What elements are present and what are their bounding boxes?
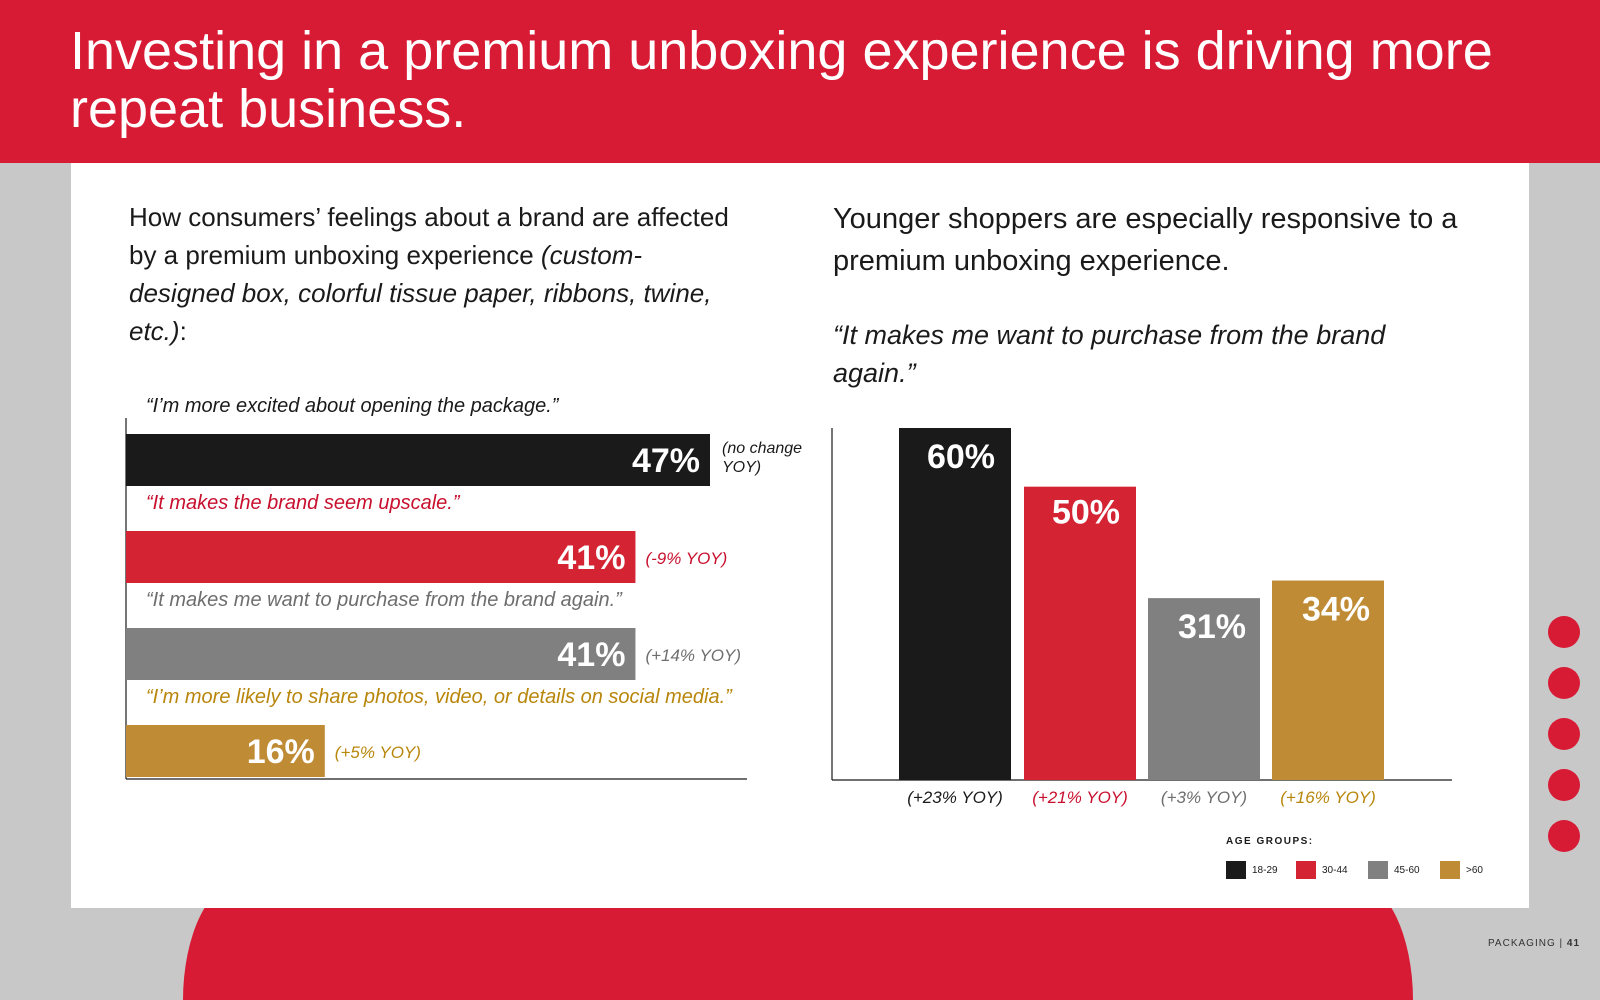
legend-item-over-60: >60 (1440, 860, 1483, 880)
hbar-yoy-label: (+5% YOY) (335, 743, 421, 762)
hbar-yoy-label: YOY) (722, 459, 761, 476)
bar-quote-label: “I’m more excited about opening the pack… (146, 395, 560, 417)
hbar-value-label: 41% (557, 539, 625, 577)
legend-swatch (1440, 861, 1460, 879)
right-quote: “It makes me want to purchase from the b… (833, 320, 1386, 388)
legend-item-18-29: 18-29 (1226, 860, 1278, 880)
vbar-value-label: 50% (1052, 494, 1120, 532)
age-legend: AGE GROUPS: 18-29 30-44 45-60 >60 (1226, 836, 1526, 886)
hbar (126, 434, 710, 486)
legend-swatch (1296, 861, 1316, 879)
vbar (899, 428, 1011, 780)
intro-italic: (custom-designed box, colorful tissue pa… (129, 240, 712, 346)
legend-swatch (1368, 861, 1388, 879)
hbar-value-label: 16% (247, 733, 315, 771)
header-banner: Investing in a premium unboxing experien… (0, 0, 1600, 163)
hbar (126, 531, 636, 583)
page-footer: PACKAGING | 41 (1488, 938, 1580, 949)
dot-icon (1548, 718, 1580, 750)
vbar (1148, 598, 1260, 780)
hbar-yoy-label: (+14% YOY) (645, 646, 741, 665)
intro-plain: How consumers’ feelings about a brand ar… (129, 202, 729, 270)
legend-item-30-44: 30-44 (1296, 860, 1348, 880)
dot-icon (1548, 820, 1580, 852)
legend-label: 18-29 (1252, 864, 1278, 876)
right-heading: Younger shoppers are especially responsi… (833, 203, 1458, 277)
bar-quote-label: “I’m more likely to share photos, video,… (146, 686, 733, 708)
vbar (1272, 580, 1384, 780)
dot-icon (1548, 616, 1580, 648)
legend-item-45-60: 45-60 (1368, 860, 1420, 880)
vbar-value-label: 34% (1302, 591, 1370, 629)
charts-svg: “I’m more excited about opening the pack… (125, 395, 1452, 807)
left-intro-text: How consumers’ feelings about a brand ar… (129, 198, 739, 350)
footer-section: PACKAGING (1488, 938, 1556, 949)
hbar-value-label: 47% (632, 442, 700, 480)
legend-swatch (1226, 861, 1246, 879)
hbar-yoy-label: (no change (722, 440, 802, 457)
dot-icon (1548, 769, 1580, 801)
vbar-value-label: 60% (927, 438, 995, 476)
vbar-yoy-label: (+3% YOY) (1161, 788, 1247, 807)
footer-page-number: 41 (1566, 938, 1581, 949)
vbar-yoy-label: (+21% YOY) (1032, 788, 1128, 807)
vbar-yoy-label: (+16% YOY) (1280, 788, 1376, 807)
hbar-yoy-label: (-9% YOY) (645, 549, 727, 568)
legend-label: 30-44 (1322, 864, 1348, 876)
legend-title: AGE GROUPS: (1226, 836, 1314, 847)
bar-quote-label: “It makes me want to purchase from the b… (146, 589, 623, 611)
vbar (1024, 486, 1136, 780)
legend-label: 45-60 (1394, 864, 1420, 876)
page-title: Investing in a premium unboxing experien… (70, 21, 1493, 139)
legend-label: >60 (1466, 864, 1483, 876)
intro-suffix: : (179, 316, 187, 346)
hbar (126, 628, 636, 680)
dot-icon (1548, 667, 1580, 699)
vbar-yoy-label: (+23% YOY) (907, 788, 1003, 807)
vbar-value-label: 31% (1178, 608, 1246, 646)
hbar-value-label: 41% (557, 636, 625, 674)
footer-separator: | (1559, 938, 1564, 949)
bar-quote-label: “It makes the brand seem upscale.” (146, 492, 461, 514)
hbar (126, 725, 325, 777)
